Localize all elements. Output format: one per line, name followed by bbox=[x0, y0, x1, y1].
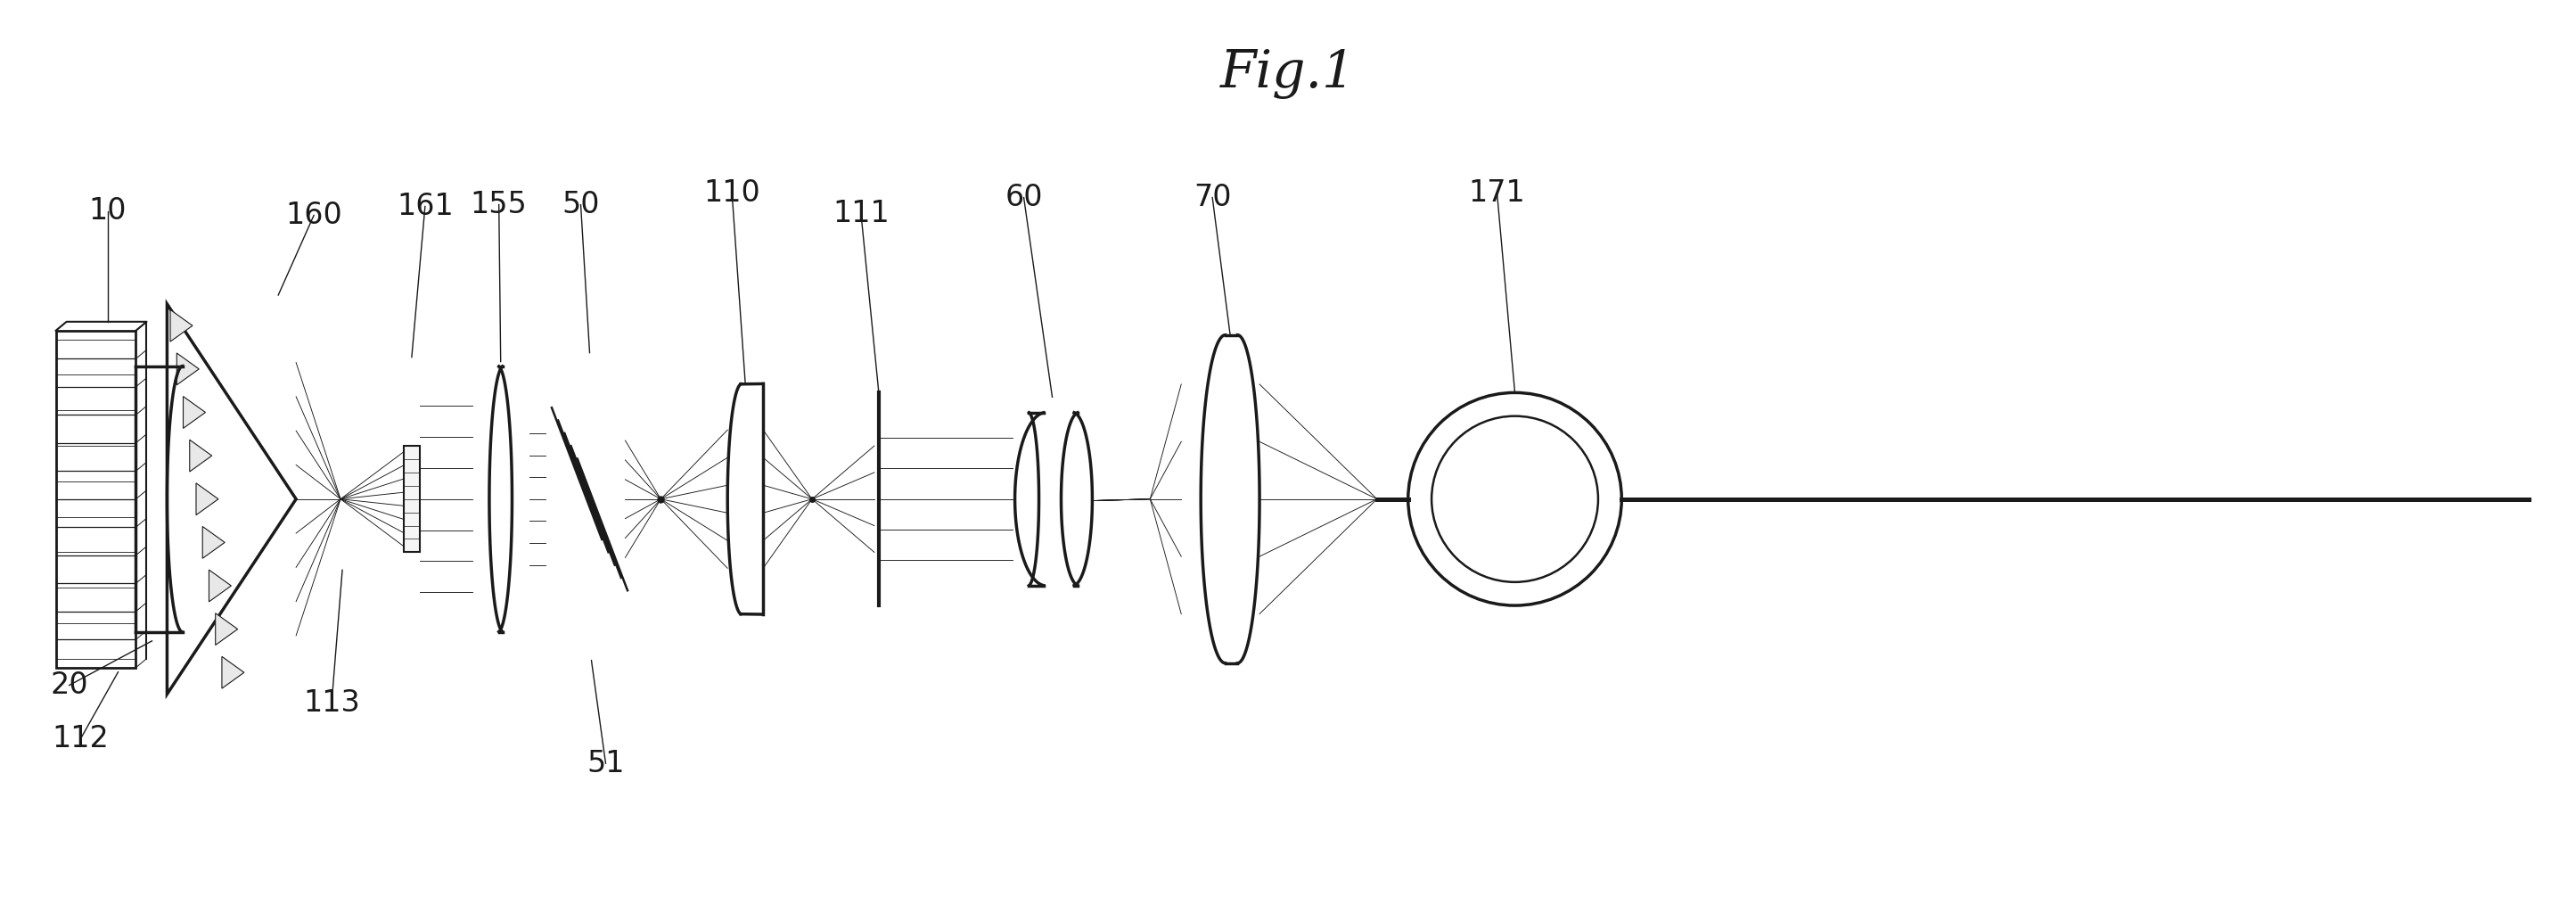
Text: 10: 10 bbox=[88, 196, 126, 226]
Polygon shape bbox=[222, 656, 245, 688]
Text: 161: 161 bbox=[397, 192, 453, 221]
Text: 155: 155 bbox=[471, 190, 528, 219]
Polygon shape bbox=[209, 570, 232, 602]
Text: 113: 113 bbox=[304, 688, 361, 718]
Text: 160: 160 bbox=[286, 201, 343, 230]
Polygon shape bbox=[178, 353, 198, 385]
Polygon shape bbox=[183, 396, 206, 428]
Text: 112: 112 bbox=[52, 724, 108, 753]
Bar bbox=[404, 446, 420, 552]
Text: 110: 110 bbox=[703, 178, 760, 208]
Polygon shape bbox=[204, 527, 224, 559]
Polygon shape bbox=[216, 614, 237, 645]
Polygon shape bbox=[191, 440, 211, 472]
Polygon shape bbox=[170, 310, 193, 341]
Text: 51: 51 bbox=[587, 749, 623, 778]
Text: 171: 171 bbox=[1468, 178, 1525, 208]
Text: 50: 50 bbox=[562, 190, 600, 219]
Text: Fig.1: Fig.1 bbox=[1221, 48, 1355, 99]
Text: 111: 111 bbox=[832, 199, 889, 228]
Text: 60: 60 bbox=[1005, 183, 1043, 213]
Text: 20: 20 bbox=[49, 670, 88, 700]
Polygon shape bbox=[167, 304, 296, 694]
Bar bbox=[57, 331, 137, 667]
Polygon shape bbox=[196, 483, 219, 515]
Text: 70: 70 bbox=[1193, 183, 1231, 213]
